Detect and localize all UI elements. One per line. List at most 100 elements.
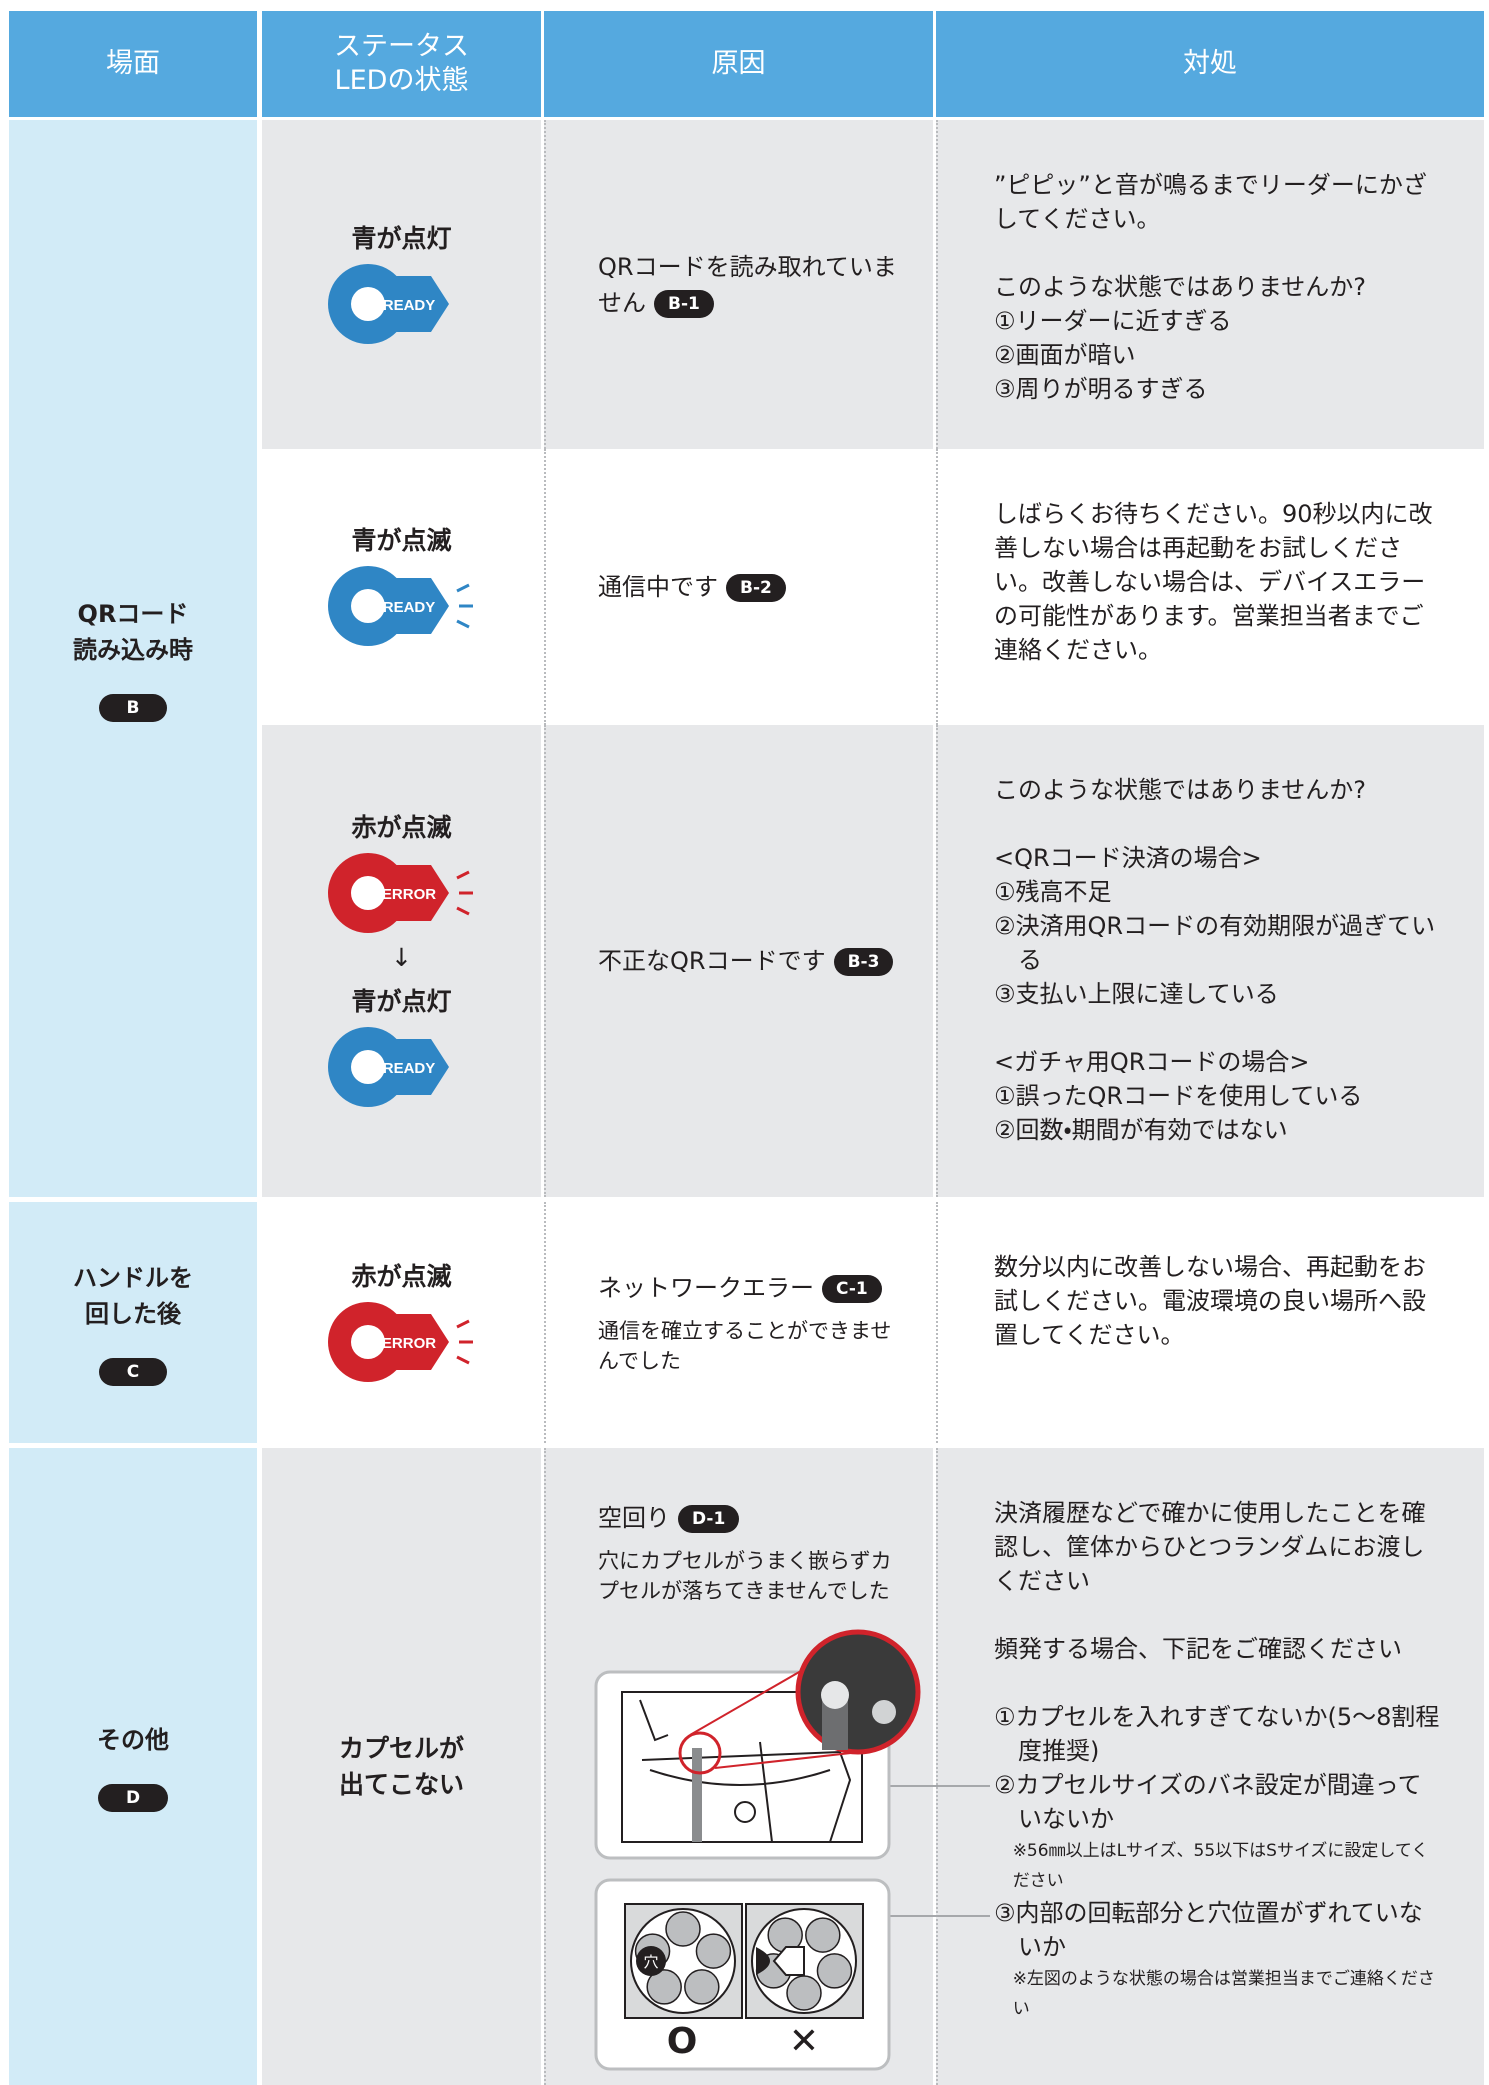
cause-cell: 不正なQRコードです B-3 bbox=[544, 725, 933, 1197]
action-paragraph: <QRコード決済の場合> ①残高不足 ②決済用QRコードの有効期限が過ぎている ③支払… bbox=[994, 841, 1444, 1011]
header-cell: 対処 bbox=[936, 11, 1484, 117]
action-note: ※56㎜以上はLサイズ、55以下はSサイズに設定してください bbox=[1012, 1841, 1429, 1891]
scene-text: ハンドルを bbox=[73, 1263, 193, 1292]
led-arrow bbox=[367, 1039, 449, 1095]
led-arrow bbox=[367, 1313, 449, 1370]
action-paragraph: ”ピピッ”と音が鳴るまでリーダーにかざしてください。 bbox=[994, 168, 1444, 236]
cause-text: 通信中です bbox=[598, 573, 718, 601]
header-text: LEDの状態 bbox=[334, 65, 469, 96]
cause-badge: D-1 bbox=[678, 1505, 740, 1533]
led-label: 青が点滅 bbox=[351, 526, 452, 555]
wheel-pocket bbox=[646, 1969, 682, 2005]
scene-badge: B bbox=[98, 693, 168, 722]
header-cell: ステータス LEDの状態 bbox=[262, 11, 541, 117]
machine-frame bbox=[621, 1691, 863, 1843]
action-cell: ”ピピッ”と音が鳴るまでリーダーにかざしてください。このような状態ではありません… bbox=[936, 120, 1484, 449]
action-cell: 数分以内に改善しない場合、再起動をお試しください。電波環境の良い場所へ設置してく… bbox=[936, 1202, 1484, 1443]
led-arrow bbox=[367, 865, 449, 921]
scene-badge: D bbox=[97, 1783, 169, 1812]
wheel-hole bbox=[756, 1947, 770, 1975]
zoom-lens bbox=[795, 1629, 921, 1755]
action-line: ①残高不足 bbox=[994, 878, 1112, 906]
action-line: このような状態ではありませんか? bbox=[994, 273, 1367, 301]
action-paragraph: しばらくお待ちください。90秒以内に改善しない場合は再起動をお試しください。改善… bbox=[994, 497, 1444, 667]
led-hole bbox=[350, 286, 385, 321]
action-cell: このような状態ではありませんか? <QRコード決済の場合> ①残高不足 ②決済用QRコ… bbox=[936, 725, 1484, 1197]
zoom-ray bbox=[689, 1659, 821, 1736]
blink-ray bbox=[455, 1355, 470, 1364]
hole-label: 穴 bbox=[643, 1953, 658, 1971]
action-paragraph: 頻発する場合、下記をご確認ください bbox=[994, 1632, 1444, 1666]
zoom-cap bbox=[821, 1681, 849, 1709]
led-label: 赤が点滅 bbox=[351, 1261, 452, 1291]
wheel-pocket bbox=[786, 1975, 822, 2011]
scene-text: 読み込み時 bbox=[73, 635, 193, 664]
action-line: 決済履歴などで確かに使用したことを確認し、筐体からひとつランダムにお渡しください bbox=[994, 1499, 1426, 1595]
led-label: 青が点灯 bbox=[351, 223, 452, 253]
action-line: ”ピピッ”と音が鳴るまでリーダーにかざしてください。 bbox=[994, 171, 1427, 233]
action-line: ③支払い上限に達している bbox=[994, 980, 1279, 1008]
led-text: READY bbox=[382, 297, 435, 314]
action-paragraph: <ガチャ用QRコードの場合> ①誤ったQRコードを使用している ②回数・期間が有効で… bbox=[994, 1045, 1444, 1147]
wheel-pointer bbox=[772, 1946, 805, 1976]
action-line: ③内部の回転部分と穴位置がずれていないか bbox=[994, 1899, 1423, 1961]
action-cell: しばらくお待ちください。90秒以内に改善しない場合は再起動をお試しください。改善… bbox=[936, 449, 1484, 725]
action-line: ②回数・期間が有効ではない bbox=[994, 1116, 1288, 1144]
scene-cell: ハンドルを 回した後 C bbox=[9, 1202, 257, 1443]
wheel-hole bbox=[636, 1946, 666, 1976]
led-cell: 青が点滅 READY bbox=[262, 449, 541, 725]
led-icon: READY bbox=[327, 566, 473, 646]
cause-line: 不正なQRコードです B-3 bbox=[598, 943, 898, 979]
action-line: ①リーダーに近すぎる bbox=[994, 307, 1232, 335]
cause-line: 通信中です B-2 bbox=[598, 569, 898, 605]
led-arrow bbox=[367, 578, 449, 634]
action-paragraph: このような状態ではありませんか? ①リーダーに近すぎる ②画面が暗い ③周りが明るすぎ… bbox=[994, 270, 1444, 406]
cause-text: QRコードを読み取れていません bbox=[598, 252, 897, 317]
led-label: カプセルが bbox=[338, 1733, 464, 1763]
blink-ray bbox=[455, 583, 470, 593]
action-line: ①カプセルを入れすぎてないか(5〜8割程度推奨) bbox=[994, 1703, 1440, 1765]
action-paragraph: ①カプセルを入れすぎてないか(5〜8割程度推奨) ②カプセルサイズのバネ設定が間違… bbox=[994, 1700, 1444, 2024]
cause-note: 穴にカプセルがうまく嵌らずカプセルが落ちてきませんでした bbox=[598, 1549, 892, 1603]
cause-note: 通信を確立することができませんでした bbox=[598, 1318, 892, 1373]
scene-text: QRコード bbox=[77, 599, 189, 628]
header-text: 場面 bbox=[106, 48, 160, 79]
led-hole bbox=[350, 876, 385, 910]
led-cell: 赤が点滅 ERROR ↓ 青が点灯 READY bbox=[262, 725, 541, 1197]
led-hole bbox=[350, 589, 385, 623]
blink-ray bbox=[455, 1319, 470, 1328]
led-label: 出てこない bbox=[338, 1769, 464, 1799]
scene-cell: その他 D bbox=[9, 1448, 257, 2085]
cause-cell: 通信中です B-2 bbox=[544, 449, 933, 725]
machine-gear bbox=[734, 1801, 756, 1823]
cause-badge: B-3 bbox=[833, 948, 894, 976]
ok-mark: O bbox=[667, 2021, 698, 2062]
zoom-cap bbox=[872, 1700, 896, 1724]
action-cell: 決済履歴などで確かに使用したことを確認し、筐体からひとつランダムにお渡しください… bbox=[936, 1448, 1484, 2085]
cause-text: 空回り bbox=[598, 1504, 670, 1532]
wheel-pocket bbox=[805, 1917, 841, 1953]
led-cell: 青が点灯 READY bbox=[262, 120, 541, 449]
action-line: <QRコード決済の場合> bbox=[994, 844, 1262, 872]
led-icon: ERROR bbox=[327, 853, 473, 933]
led-icon: READY bbox=[327, 263, 449, 344]
led-cell: カプセルが出てこない bbox=[262, 1448, 541, 2085]
machine-body bbox=[639, 1699, 852, 1843]
scene-badge: C bbox=[98, 1357, 168, 1386]
action-line: 頻発する場合、下記をご確認ください bbox=[994, 1635, 1402, 1663]
led-cell: 赤が点滅 ERROR bbox=[262, 1202, 541, 1443]
led-text: READY bbox=[382, 599, 435, 616]
blink-ray bbox=[455, 906, 470, 916]
zoom-spot bbox=[678, 1731, 722, 1775]
cause-badge: C-1 bbox=[822, 1274, 882, 1303]
spring bbox=[692, 1748, 702, 1842]
action-line: 数分以内に改善しない場合、再起動をお試しください。電波環境の良い場所へ設置してく… bbox=[994, 1253, 1426, 1349]
action-paragraph: 決済履歴などで確かに使用したことを確認し、筐体からひとつランダムにお渡しください bbox=[994, 1496, 1444, 1598]
cause-cell: ネットワークエラー C-1 通信を確立することができませんでした bbox=[544, 1202, 933, 1443]
action-line: ③周りが明るすぎる bbox=[994, 375, 1208, 403]
action-line: ②決済用QRコードの有効期限が過ぎている bbox=[994, 912, 1436, 974]
zoom-ray bbox=[714, 1751, 861, 1769]
cause-badge: B-2 bbox=[726, 574, 786, 602]
